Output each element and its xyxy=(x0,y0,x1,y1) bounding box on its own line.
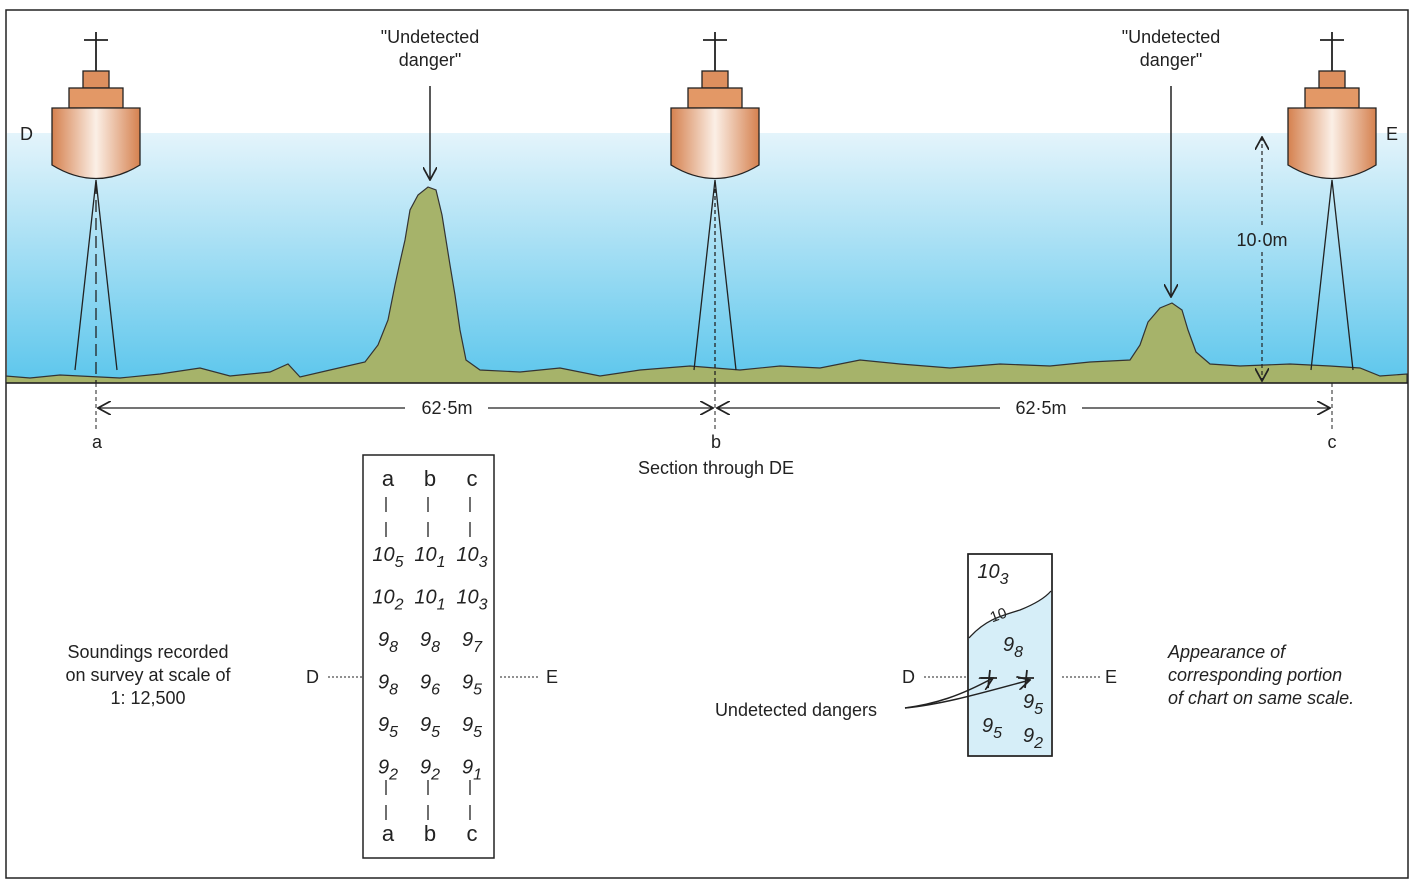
hull xyxy=(670,107,760,180)
survey-label-d: D xyxy=(306,667,319,687)
survey-column-top: a xyxy=(382,466,395,491)
distance-ab-label: 62·5m xyxy=(421,398,472,418)
ship-b xyxy=(670,32,760,383)
distance-bc-label: 62·5m xyxy=(1015,398,1066,418)
superstructure-top xyxy=(82,70,110,89)
chart-caption-3: of chart on same scale. xyxy=(1168,688,1354,708)
superstructure-top xyxy=(1318,70,1346,89)
frame xyxy=(5,9,1409,879)
danger-label-2-line1: "Undetected xyxy=(1122,27,1220,47)
survey-box xyxy=(362,454,495,859)
chart-label-e: E xyxy=(1105,667,1117,687)
contour-10 xyxy=(968,590,1052,639)
mast-icon xyxy=(1320,32,1344,71)
point-c: c xyxy=(1328,432,1337,452)
dangers-arrow-2 xyxy=(904,680,1030,709)
danger-label-1-line2: danger" xyxy=(399,50,461,70)
survey-column-bottom: b xyxy=(424,821,436,846)
chart-box-border xyxy=(967,553,1053,757)
danger-label-2-line2: danger" xyxy=(1140,50,1202,70)
survey-label-e: E xyxy=(546,667,558,687)
label-e: E xyxy=(1386,124,1398,144)
chart-label-d: D xyxy=(902,667,915,687)
section-caption: Section through DE xyxy=(638,458,794,478)
survey-caption-3: 1: 12,500 xyxy=(110,688,185,708)
point-a: a xyxy=(92,432,103,452)
contour-label: 10 xyxy=(988,605,1009,627)
hull xyxy=(51,107,141,180)
seabed xyxy=(5,186,1408,384)
dangers-label: Undetected dangers xyxy=(715,700,877,720)
survey-column-top: c xyxy=(467,466,478,491)
hull xyxy=(1287,107,1377,180)
sonar-beam xyxy=(1310,179,1354,371)
chart-caption-1: Appearance of xyxy=(1167,642,1287,662)
survey-column-top: b xyxy=(424,466,436,491)
ship-c xyxy=(1287,32,1377,371)
survey-column-bottom: a xyxy=(382,821,395,846)
sonar-beam xyxy=(74,179,118,371)
superstructure-top xyxy=(701,70,729,89)
chart-shallow-area xyxy=(969,591,1051,755)
point-b: b xyxy=(711,432,721,452)
superstructure xyxy=(1304,87,1360,109)
survey-caption-2: on survey at scale of xyxy=(65,665,231,685)
sonar-beam xyxy=(693,179,737,371)
mast-icon xyxy=(84,32,108,71)
depth-label: 10·0m xyxy=(1236,230,1287,250)
chart-caption-2: corresponding portion xyxy=(1168,665,1342,685)
danger-label-1-line1: "Undetected xyxy=(381,27,479,47)
superstructure xyxy=(687,87,743,109)
ship-a xyxy=(51,32,141,383)
survey-column-bottom: c xyxy=(467,821,478,846)
mast-icon xyxy=(703,32,727,71)
survey-caption-1: Soundings recorded xyxy=(67,642,228,662)
label-d: D xyxy=(20,124,33,144)
superstructure xyxy=(68,87,124,109)
